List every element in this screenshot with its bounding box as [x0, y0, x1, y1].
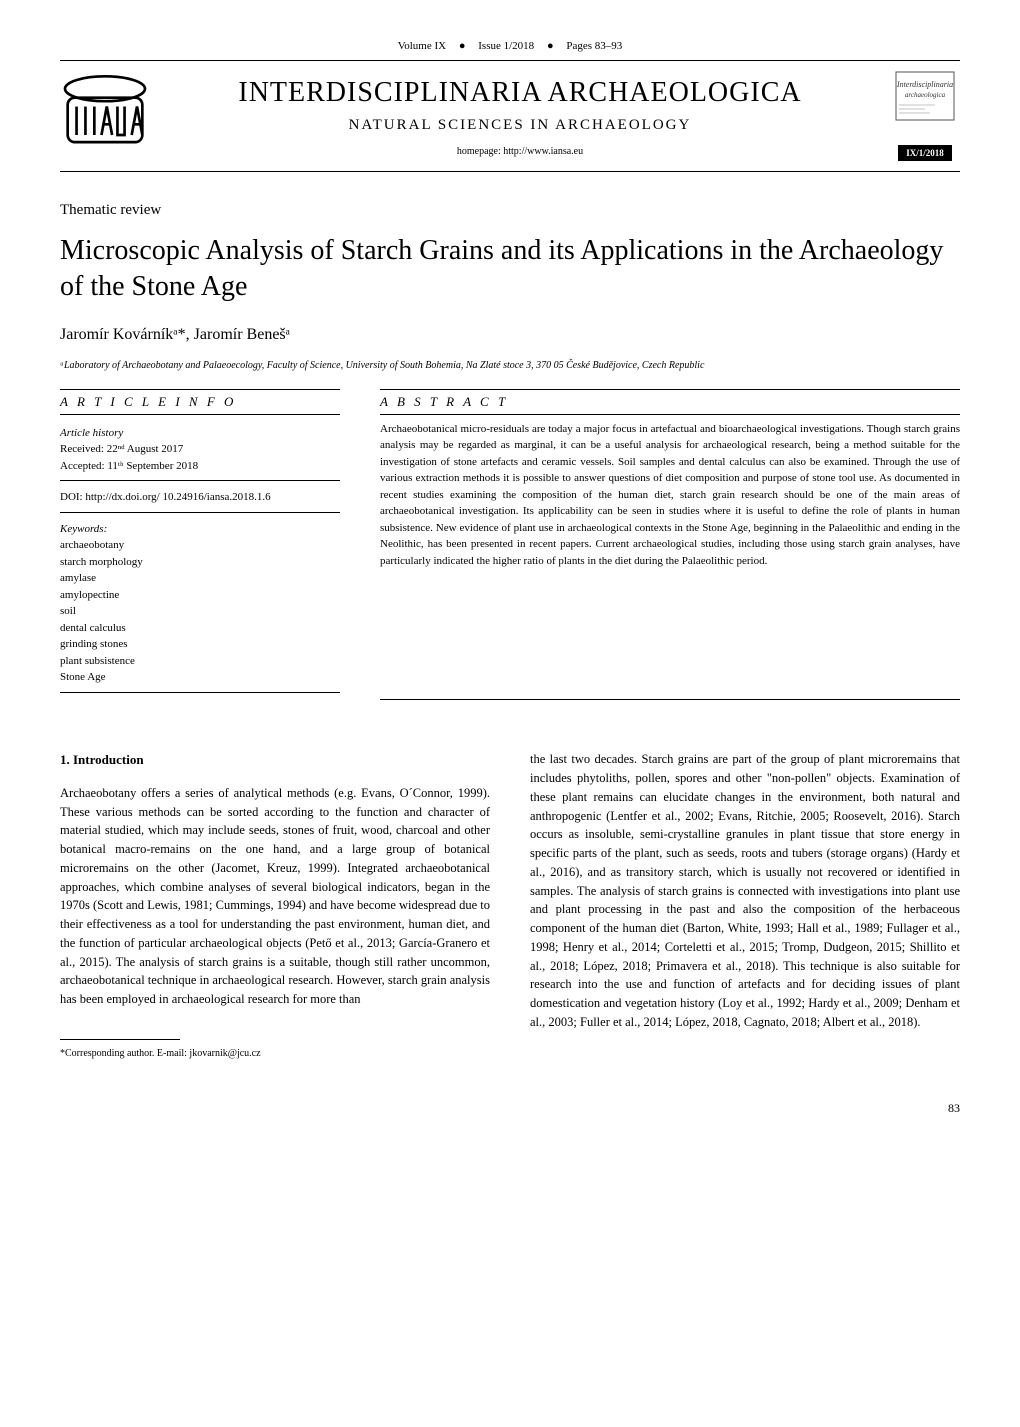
keyword-item: starch morphology — [60, 554, 340, 571]
body-column-left: 1. Introduction Archaeobotany offers a s… — [60, 750, 490, 1061]
volume-text: Volume IX — [398, 40, 446, 52]
abstract-bottom-rule — [380, 699, 960, 700]
keyword-item: archaeobotany — [60, 537, 340, 554]
header-volume: Volume IX ● Issue 1/2018 ● Pages 83–93 — [60, 40, 960, 52]
affiliation: ᵃLaboratory of Archaeobotany and Palaeoe… — [60, 360, 960, 371]
intro-paragraph-1: Archaeobotany offers a series of analyti… — [60, 784, 490, 1009]
article-history: Article history Received: 22ⁿᵈ August 20… — [60, 421, 340, 482]
body-columns: 1. Introduction Archaeobotany offers a s… — [60, 750, 960, 1061]
keyword-item: amylase — [60, 570, 340, 587]
abstract-heading: A B S T R A C T — [380, 389, 960, 414]
keyword-item: grinding stones — [60, 636, 340, 653]
journal-title-block: INTERDISCIPLINARIA ARCHAEOLOGICA NATURAL… — [174, 71, 866, 157]
thematic-label: Thematic review — [60, 202, 960, 219]
history-label: Article history — [60, 425, 340, 442]
footnote-text: *Corresponding author. E-mail: jkovarnik… — [60, 1046, 490, 1061]
issue-badge: IX/1/2018 — [898, 145, 952, 161]
keyword-item: Stone Age — [60, 669, 340, 686]
issue-logo-icon: Interdisciplinaria archaeologica IX/1/20… — [890, 71, 960, 161]
bullet: ● — [459, 40, 466, 52]
info-abstract-block: A R T I C L E I N F O Article history Re… — [60, 389, 960, 701]
keyword-item: plant subsistence — [60, 653, 340, 670]
pages-text: Pages 83–93 — [566, 40, 622, 52]
journal-header: INTERDISCIPLINARIA ARCHAEOLOGICA NATURAL… — [60, 60, 960, 172]
journal-title: INTERDISCIPLINARIA ARCHAEOLOGICA — [174, 77, 866, 109]
intro-paragraph-2: the last two decades. Starch grains are … — [530, 750, 960, 1031]
abstract-column: A B S T R A C T Archaeobotanical micro-r… — [380, 389, 960, 701]
bullet: ● — [547, 40, 554, 52]
accepted-line: Accepted: 11ᵗʰ September 2018 — [60, 458, 340, 475]
doi-block: DOI: http://dx.doi.org/ 10.24916/iansa.2… — [60, 485, 340, 513]
journal-subtitle: NATURAL SCIENCES IN ARCHAEOLOGY — [174, 117, 866, 134]
keywords-block: Keywords: archaeobotany starch morpholog… — [60, 517, 340, 693]
body-column-right: the last two decades. Starch grains are … — [530, 750, 960, 1061]
svg-text:archaeologica: archaeologica — [905, 91, 946, 99]
issue-text: Issue 1/2018 — [478, 40, 534, 52]
page-number: 83 — [60, 1101, 960, 1116]
received-line: Received: 22ⁿᵈ August 2017 — [60, 441, 340, 458]
article-info-column: A R T I C L E I N F O Article history Re… — [60, 389, 340, 701]
abstract-text: Archaeobotanical micro-residuals are tod… — [380, 414, 960, 570]
keywords-label: Keywords: — [60, 521, 340, 538]
svg-text:Interdisciplinaria: Interdisciplinaria — [896, 80, 953, 89]
doi-text: DOI: http://dx.doi.org/ 10.24916/iansa.2… — [60, 489, 340, 506]
journal-logo-icon — [60, 71, 150, 151]
keyword-item: amylopectine — [60, 587, 340, 604]
authors: Jaromír Kovárníkᵃ*, Jaromír Benešᵃ — [60, 326, 960, 344]
article-info-heading: A R T I C L E I N F O — [60, 389, 340, 415]
intro-heading: 1. Introduction — [60, 750, 490, 770]
journal-homepage: homepage: http://www.iansa.eu — [174, 146, 866, 157]
keyword-item: dental calculus — [60, 620, 340, 637]
keyword-item: soil — [60, 603, 340, 620]
article-title: Microscopic Analysis of Starch Grains an… — [60, 233, 960, 306]
footnote-separator — [60, 1039, 180, 1040]
